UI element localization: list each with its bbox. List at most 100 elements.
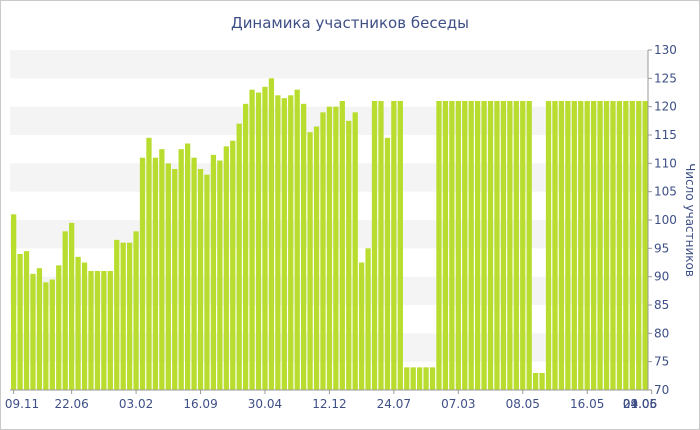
bar	[423, 367, 428, 390]
bar	[224, 146, 229, 390]
bar	[475, 101, 480, 390]
x-tick-label: 30.04	[248, 397, 282, 411]
bar	[204, 175, 209, 390]
bar	[559, 101, 564, 390]
bar	[179, 149, 184, 390]
bar	[643, 101, 648, 390]
bar	[327, 107, 332, 390]
bar	[494, 101, 499, 390]
bar	[230, 141, 235, 390]
y-axis-label: Число участников	[683, 163, 697, 277]
x-tick-label: 16.05	[570, 397, 604, 411]
bar	[307, 132, 312, 390]
bar	[604, 101, 609, 390]
bar	[146, 138, 151, 390]
bar	[11, 214, 16, 390]
bar	[385, 138, 390, 390]
bar	[456, 101, 461, 390]
y-tick-label: 125	[654, 71, 677, 85]
bar	[378, 101, 383, 390]
bar	[507, 101, 512, 390]
bar	[172, 169, 177, 390]
y-tick-label: 110	[654, 156, 677, 170]
bar	[63, 231, 68, 390]
x-tick-label: 22.06	[54, 397, 88, 411]
bar	[249, 90, 254, 390]
bar	[314, 127, 319, 391]
bar	[295, 90, 300, 390]
y-tick-label: 105	[654, 185, 677, 199]
y-tick-label: 85	[654, 298, 669, 312]
bar	[30, 274, 35, 390]
bar	[50, 280, 55, 391]
bar	[75, 257, 80, 390]
bar	[166, 163, 171, 390]
x-tick-label: 24.07	[377, 397, 411, 411]
y-tick-label: 130	[654, 43, 677, 57]
bar	[153, 158, 158, 390]
bar	[565, 101, 570, 390]
y-tick-label: 70	[654, 383, 669, 397]
bar	[340, 101, 345, 390]
bar	[262, 87, 267, 390]
bar	[82, 263, 87, 391]
bar	[237, 124, 242, 390]
bar	[398, 101, 403, 390]
bar	[211, 155, 216, 390]
x-tick-label: 16.09	[183, 397, 217, 411]
bar	[24, 251, 29, 390]
bar	[243, 104, 248, 390]
bar	[346, 121, 351, 390]
bar	[636, 101, 641, 390]
bar	[198, 169, 203, 390]
bar	[121, 243, 126, 390]
bar	[520, 101, 525, 390]
bar	[469, 101, 474, 390]
x-tick-label: 12.12	[312, 397, 346, 411]
bar	[37, 268, 42, 390]
bar	[591, 101, 596, 390]
grid-band	[10, 50, 648, 78]
y-tick-label: 115	[654, 128, 677, 142]
y-tick-label: 120	[654, 100, 677, 114]
bar	[185, 144, 190, 391]
bar	[288, 95, 293, 390]
bar	[359, 263, 364, 391]
y-tick-label: 80	[654, 326, 669, 340]
bar	[630, 101, 635, 390]
bar	[333, 107, 338, 390]
bar	[623, 101, 628, 390]
y-tick-label: 75	[654, 355, 669, 369]
bar	[191, 158, 196, 390]
bar	[275, 95, 280, 390]
x-tick-label: 09.06	[623, 397, 657, 411]
bar	[365, 248, 370, 390]
bar	[539, 373, 544, 390]
bar	[17, 254, 22, 390]
bar	[140, 158, 145, 390]
bar	[217, 161, 222, 391]
bar	[552, 101, 557, 390]
bar	[114, 240, 119, 390]
bar	[391, 101, 396, 390]
bar	[585, 101, 590, 390]
bar	[462, 101, 467, 390]
bar	[411, 367, 416, 390]
bar	[617, 101, 622, 390]
bar	[417, 367, 422, 390]
bar	[282, 98, 287, 390]
bar	[481, 101, 486, 390]
bar	[320, 112, 325, 390]
bar	[610, 101, 615, 390]
x-tick-label: 08.05	[506, 397, 540, 411]
bar	[56, 265, 61, 390]
bar	[572, 101, 577, 390]
bar	[527, 101, 532, 390]
y-tick-label: 100	[654, 213, 677, 227]
bar	[578, 101, 583, 390]
bar	[430, 367, 435, 390]
bar	[256, 93, 261, 391]
x-tick-label: 03.02	[119, 397, 153, 411]
x-tick-label: 07.03	[441, 397, 475, 411]
